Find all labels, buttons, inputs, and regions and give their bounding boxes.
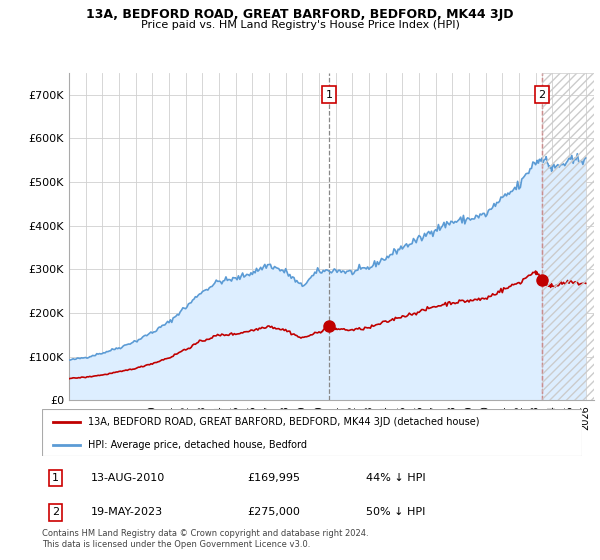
Text: 2: 2 bbox=[538, 90, 545, 100]
Text: 50% ↓ HPI: 50% ↓ HPI bbox=[366, 507, 425, 517]
Text: 13A, BEDFORD ROAD, GREAT BARFORD, BEDFORD, MK44 3JD: 13A, BEDFORD ROAD, GREAT BARFORD, BEDFOR… bbox=[86, 8, 514, 21]
Text: Price paid vs. HM Land Registry's House Price Index (HPI): Price paid vs. HM Land Registry's House … bbox=[140, 20, 460, 30]
Text: 1: 1 bbox=[326, 90, 333, 100]
Text: 13-AUG-2010: 13-AUG-2010 bbox=[91, 473, 165, 483]
Text: HPI: Average price, detached house, Bedford: HPI: Average price, detached house, Bedf… bbox=[88, 440, 307, 450]
Text: 19-MAY-2023: 19-MAY-2023 bbox=[91, 507, 163, 517]
Text: Contains HM Land Registry data © Crown copyright and database right 2024.
This d: Contains HM Land Registry data © Crown c… bbox=[42, 529, 368, 549]
Text: £169,995: £169,995 bbox=[247, 473, 300, 483]
Text: 2: 2 bbox=[52, 507, 59, 517]
Text: £275,000: £275,000 bbox=[247, 507, 300, 517]
Text: 1: 1 bbox=[52, 473, 59, 483]
Text: 44% ↓ HPI: 44% ↓ HPI bbox=[366, 473, 425, 483]
Text: 13A, BEDFORD ROAD, GREAT BARFORD, BEDFORD, MK44 3JD (detached house): 13A, BEDFORD ROAD, GREAT BARFORD, BEDFOR… bbox=[88, 417, 479, 427]
